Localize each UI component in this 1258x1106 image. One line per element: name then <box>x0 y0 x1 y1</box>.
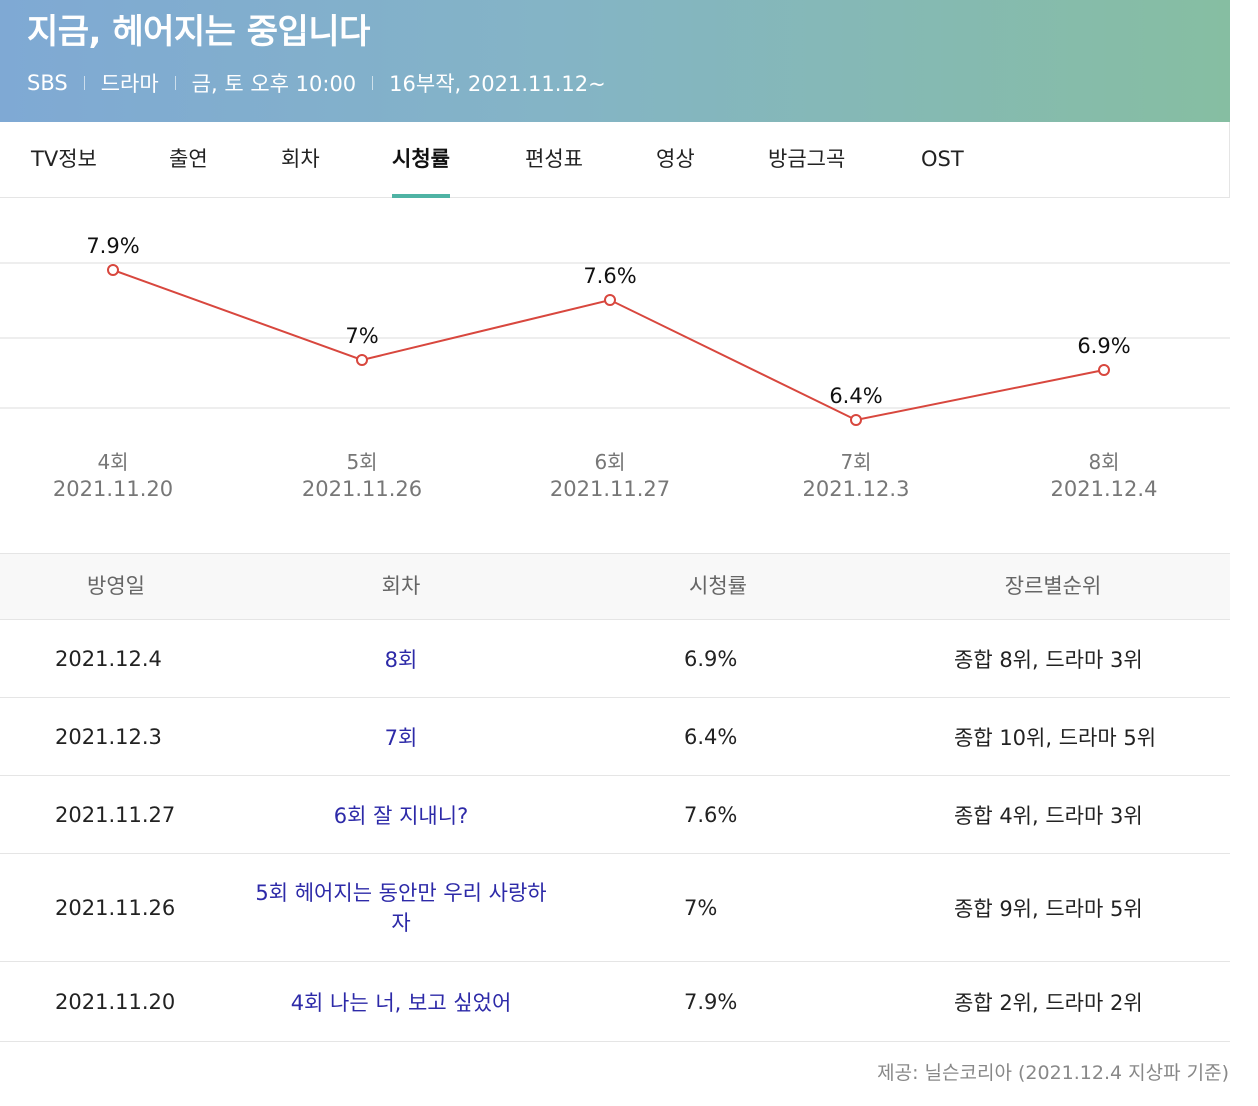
x-tick-date: 2021.11.20 <box>53 477 173 501</box>
x-tick-date: 2021.11.27 <box>550 477 670 501</box>
ratings-point <box>107 264 119 276</box>
ratings-chart-svg: 7.9% 4회 2021.11.20 7% 5회 2021.11.26 7.6% 6회 2021… <box>0 234 1230 501</box>
ratings-data-label: 6.4% <box>829 384 882 408</box>
x-tick-date: 2021.12.4 <box>1051 477 1158 501</box>
x-tick-date: 2021.11.26 <box>302 477 422 501</box>
table-row: 2021.12.4 8회 6.9% 종합 8위, 드라마 3위 <box>0 620 1230 698</box>
table-row: 2021.11.26 5회 헤어지는 동안만 우리 사랑하자 7% 종합 9위,… <box>0 854 1230 962</box>
ratings-point <box>356 354 368 366</box>
row-episode-link[interactable]: 7회 <box>384 726 418 750</box>
tab-episodes[interactable]: 회차 <box>281 147 320 171</box>
x-tick-episode: 5회 <box>346 450 377 474</box>
x-tick-episode: 6회 <box>594 450 625 474</box>
table-row: 2021.11.27 6회 잘 지내니? 7.6% 종합 4위, 드라마 3위 <box>0 776 1230 854</box>
program-meta: SBS 드라마 금, 토 오후 10:00 16부작, 2021.11.12~ <box>27 68 1230 98</box>
ratings-data-label: 7% <box>345 324 378 348</box>
table-row: 2021.11.20 4회 나는 너, 보고 싶었어 7.9% 종합 2위, 드… <box>0 962 1230 1042</box>
row-rank: 종합 9위, 드라마 5위 <box>954 897 1143 921</box>
header-rating: 시청률 <box>689 574 747 598</box>
ratings-point <box>604 294 616 306</box>
program-tabs: TV정보 출연 회차 시청률 편성표 영상 방금그곡 OST <box>0 122 1230 198</box>
header-air-date: 방영일 <box>87 574 145 598</box>
row-date: 2021.11.20 <box>55 990 176 1014</box>
row-date: 2021.11.26 <box>55 896 176 920</box>
row-rating: 6.9% <box>684 647 738 671</box>
program-title: 지금, 헤어지는 중입니다 <box>27 12 370 52</box>
meta-divider <box>372 76 374 90</box>
genre-label: 드라마 <box>100 72 159 96</box>
header-genre-rank: 장르별순위 <box>1004 574 1102 598</box>
meta-divider <box>174 76 176 90</box>
ratings-point <box>850 414 862 426</box>
row-episode-link[interactable]: 4회 나는 너, 보고 싶었어 <box>290 991 512 1015</box>
ratings-chart: 7.9% 4회 2021.11.20 7% 5회 2021.11.26 7.6% 6회 2021… <box>0 198 1230 553</box>
x-tick-episode: 4회 <box>97 450 128 474</box>
tab-schedule[interactable]: 편성표 <box>525 147 583 171</box>
row-rating: 7.9% <box>684 990 738 1014</box>
row-date: 2021.11.27 <box>55 803 176 827</box>
data-source-note: 제공: 닐슨코리아 (2021.12.4 지상파 기준) <box>877 1062 1229 1084</box>
ratings-series-line <box>112 269 1105 422</box>
row-episode-link[interactable]: 6회 잘 지내니? <box>333 804 469 828</box>
x-tick-episode: 7회 <box>840 450 871 474</box>
tab-songs[interactable]: 방금그곡 <box>768 147 846 171</box>
row-episode-link[interactable]: 8회 <box>384 648 418 672</box>
ratings-data-label: 6.9% <box>1077 334 1130 358</box>
row-rank: 종합 4위, 드라마 3위 <box>954 804 1143 828</box>
tab-tv-info[interactable]: TV정보 <box>31 147 97 171</box>
tab-ratings[interactable]: 시청률 <box>392 122 450 198</box>
tab-ost[interactable]: OST <box>921 147 964 171</box>
row-date: 2021.12.4 <box>55 647 162 671</box>
table-header: 방영일 회차 시청률 장르별순위 <box>0 553 1230 620</box>
meta-divider <box>83 76 85 90</box>
x-tick-date: 2021.12.3 <box>803 477 910 501</box>
tab-cast[interactable]: 출연 <box>169 147 208 171</box>
ratings-point <box>1098 364 1110 376</box>
header-episode: 회차 <box>381 574 421 598</box>
row-rating: 7.6% <box>684 803 738 827</box>
episode-info-label: 16부작, 2021.11.12~ <box>389 72 606 96</box>
row-rank: 종합 8위, 드라마 3위 <box>954 648 1143 672</box>
row-rating: 7% <box>684 896 718 920</box>
row-rank: 종합 10위, 드라마 5위 <box>954 726 1157 750</box>
ratings-table: 방영일 회차 시청률 장르별순위 2021.12.4 8회 6.9% 종합 8위… <box>0 553 1230 1042</box>
program-header: 지금, 헤어지는 중입니다 SBS 드라마 금, 토 오후 10:00 16부작… <box>0 0 1230 122</box>
x-tick-episode: 8회 <box>1088 450 1119 474</box>
network-label: SBS <box>27 71 68 95</box>
schedule-label: 금, 토 오후 10:00 <box>191 72 357 96</box>
row-rank: 종합 2위, 드라마 2위 <box>954 991 1143 1015</box>
ratings-data-label: 7.9% <box>86 234 139 258</box>
table-row: 2021.12.3 7회 6.4% 종합 10위, 드라마 5위 <box>0 698 1230 776</box>
row-date: 2021.12.3 <box>55 725 162 749</box>
ratings-data-label: 7.6% <box>583 264 636 288</box>
tab-videos[interactable]: 영상 <box>656 147 695 171</box>
row-episode-link[interactable]: 5회 헤어지는 동안만 우리 사랑하자 <box>255 881 547 935</box>
row-rating: 6.4% <box>684 725 738 749</box>
